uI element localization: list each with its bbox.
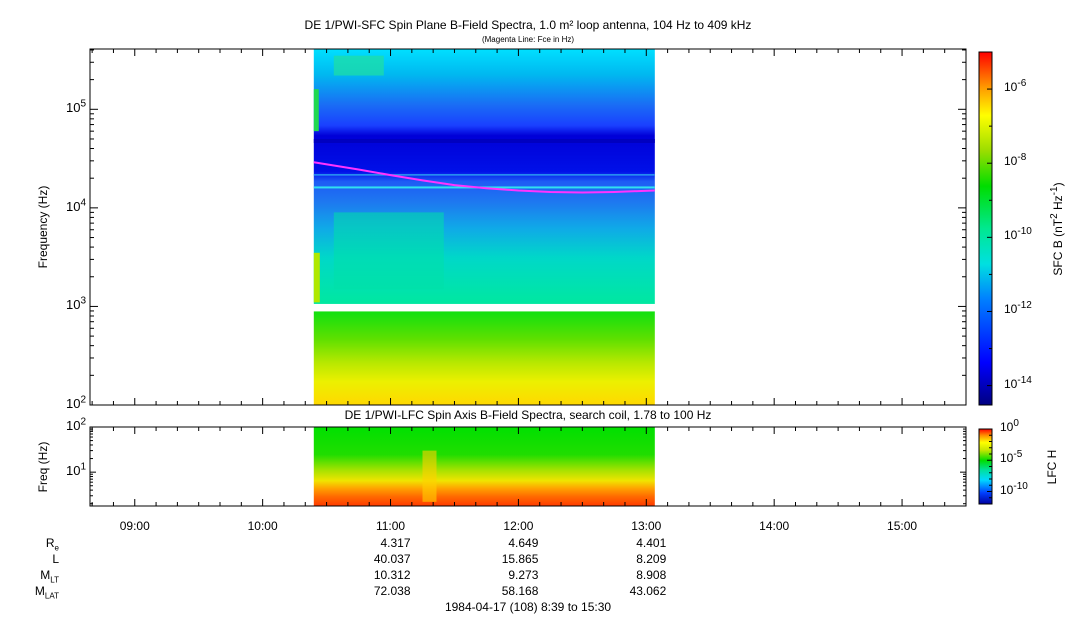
lfc-y-tick-label-exponent: 2 (80, 416, 86, 428)
ephemeris-row-label-main: M (34, 584, 45, 598)
time-axis-label: 13:00 (631, 519, 662, 533)
time-axis-label: 10:00 (247, 519, 278, 533)
sfc-y-tick-label-exponent: 2 (80, 394, 86, 406)
sfc-colorbar-label: SFC B (nT2 Hz-1) (1049, 181, 1065, 276)
lfc-burst (422, 450, 437, 502)
lfc-title: DE 1/PWI-LFC Spin Axis B-Field Spectra, … (344, 408, 712, 422)
sfc-dark-band (313, 138, 655, 143)
sfc-y-tick-label-base: 10 (65, 100, 81, 116)
sfc-y-tick-label: 104 (65, 197, 86, 214)
lfc-band (313, 427, 655, 506)
sfc-early-column (313, 252, 320, 303)
lfc-y-tick-label-base: 10 (65, 463, 81, 479)
sfc-colorbar-tick-label: 10-14 (1004, 374, 1032, 391)
ephemeris-row-label: Re (45, 536, 59, 553)
sfc-y-tick-label-base: 10 (65, 297, 81, 313)
sfc-colorbar-tick-label-base: 10 (1004, 228, 1018, 243)
ephemeris-value: 15.865 (501, 552, 539, 566)
sfc-colorbar-label-part: ) (1051, 181, 1065, 186)
ephemeris-value: 9.273 (508, 568, 539, 582)
sfc-hiss-patch (333, 55, 384, 76)
ephemeris-row-label-main: L (52, 552, 59, 566)
lfc-colorbar-tick-label: 100 (1000, 418, 1019, 435)
time-axis-label: 09:00 (119, 519, 150, 533)
sfc-colorbar-label-part: Hz (1051, 194, 1065, 213)
sfc-early-column (313, 89, 319, 132)
sfc-colorbar-tick-label: 10-8 (1004, 152, 1027, 169)
ephemeris-value: 43.062 (629, 584, 667, 598)
sfc-colorbar-tick-label-exponent: -8 (1017, 152, 1027, 164)
time-axis-label: 15:00 (887, 519, 918, 533)
sfc-colorbar-tick-label: 10-6 (1004, 78, 1027, 95)
time-axis-label: 14:00 (759, 519, 790, 533)
ephemeris-value: 4.317 (380, 536, 411, 550)
sfc-colorbar (978, 51, 993, 406)
sfc-colorbar-tick-label-exponent: -12 (1017, 300, 1032, 312)
sfc-emission-streak (313, 174, 655, 176)
lfc-y-tick-label: 101 (65, 461, 86, 479)
ephemeris-value: 10.312 (373, 568, 411, 582)
ephemeris-row-label-sub: LAT (44, 591, 59, 601)
ephemeris-row-label-main: M (40, 568, 51, 582)
sfc-low-band (313, 311, 655, 405)
sfc-y-tick-label-base: 10 (65, 198, 81, 214)
sfc-colorbar-tick-label-exponent: -14 (1017, 374, 1032, 386)
ephemeris-value: 8.209 (636, 552, 667, 566)
sfc-subtitle: (Magenta Line: Fce in Hz) (481, 35, 575, 44)
lfc-colorbar-tick-label-exponent: -10 (1013, 480, 1028, 492)
sfc-y-tick-label-exponent: 4 (80, 197, 86, 209)
lfc-colorbar-tick-label: 10-10 (1000, 480, 1028, 497)
ephemeris-value: 8.908 (636, 568, 667, 582)
lfc-y-tick-label: 102 (65, 416, 86, 433)
ephemeris-row-label-sub: LT (50, 575, 59, 585)
sfc-colorbar-tick-label-exponent: -6 (1017, 78, 1027, 90)
ephemeris-value: 4.649 (508, 536, 539, 550)
ephemeris-value: 4.401 (636, 536, 667, 550)
sfc-y-tick-label: 102 (65, 394, 86, 411)
sfc-title: DE 1/PWI-SFC Spin Plane B-Field Spectra,… (304, 18, 752, 32)
ephemeris-row-label-sub: e (54, 543, 59, 553)
sfc-colorbar-tick-label-base: 10 (1004, 376, 1018, 391)
sfc-colorbar-tick-label-base: 10 (1004, 154, 1018, 169)
sfc-colorbar-label-part: SFC B (nT (1051, 218, 1065, 276)
ephemeris-row-label: MLT (40, 568, 59, 585)
lfc-colorbar-tick-label-base: 10 (1000, 420, 1014, 434)
lfc-colorbar-tick-label: 10-5 (1000, 449, 1023, 466)
sfc-colorbar-tick-label: 10-12 (1004, 300, 1032, 317)
time-axis-label: 11:00 (375, 519, 406, 533)
ephemeris-row-label-main: R (45, 536, 55, 550)
lfc-y-tick-label-base: 10 (65, 418, 81, 433)
sfc-y-axis-label: Frequency (Hz) (36, 185, 50, 269)
sfc-y-tick-label-base: 10 (65, 396, 81, 411)
sfc-colorbar-tick-label-base: 10 (1004, 302, 1018, 317)
time-axis-label: 12:00 (503, 519, 534, 533)
ephemeris-value: 58.168 (501, 584, 539, 598)
lfc-plot-frame (89, 426, 967, 507)
sfc-y-tick-label: 103 (65, 296, 86, 313)
ephemeris-row-label: L (52, 552, 59, 566)
lfc-colorbar-tick-label-base: 10 (1000, 451, 1014, 466)
lfc-colorbar-tick-label-exponent: 0 (1013, 418, 1019, 429)
sfc-y-tick-label-exponent: 3 (80, 296, 86, 308)
sfc-colorbar-label-part: -1 (1049, 185, 1060, 195)
date-range-footer: 1984-04-17 (108) 8:39 to 15:30 (444, 600, 612, 614)
sfc-colorbar-label-part: 2 (1049, 212, 1060, 219)
lfc-y-axis-label: Freq (Hz) (36, 441, 50, 492)
lfc-colorbar-tick-label-base: 10 (1000, 482, 1014, 497)
ephemeris-row-label: MLAT (34, 584, 59, 601)
sfc-colorbar-tick-label-base: 10 (1004, 80, 1018, 95)
sfc-hiss-patch (333, 212, 444, 290)
fce-line (313, 161, 655, 194)
lfc-y-tick-label-exponent: 1 (80, 461, 86, 473)
ephemeris-value: 40.037 (373, 552, 411, 566)
ephemeris-value: 72.038 (373, 584, 411, 598)
lfc-colorbar-label: LFC H (1045, 449, 1059, 484)
sfc-colorbar-tick-label: 10-10 (1004, 226, 1032, 243)
sfc-y-tick-label-exponent: 5 (80, 98, 86, 110)
sfc-y-tick-label: 105 (65, 98, 86, 116)
sfc-colorbar-tick-label-exponent: -10 (1017, 226, 1032, 238)
sfc-plot-frame (89, 48, 967, 406)
lfc-colorbar-tick-label-exponent: -5 (1013, 449, 1023, 461)
